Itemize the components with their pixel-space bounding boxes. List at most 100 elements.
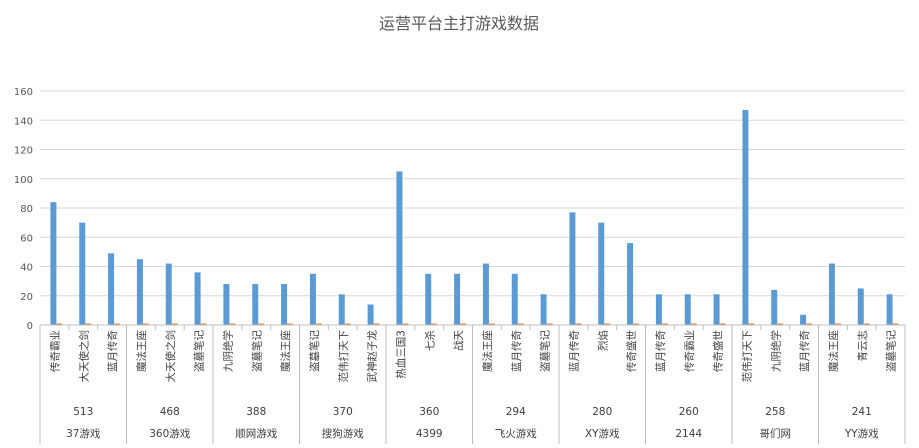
bar-secondary: [719, 323, 726, 325]
bar-secondary: [806, 323, 813, 325]
bar-secondary: [575, 323, 582, 325]
group-total-label: 513: [73, 406, 93, 418]
bar-secondary: [315, 323, 322, 325]
bar-primary: [454, 273, 461, 325]
bar-secondary: [373, 323, 380, 325]
category-label: 传奇盛世: [625, 330, 638, 372]
bar-secondary: [546, 323, 553, 325]
group-total-label: 260: [679, 406, 699, 418]
bar-primary: [771, 289, 778, 325]
bar-primary: [79, 222, 86, 325]
category-label: 蓝月传奇: [567, 330, 580, 372]
category-label: 魔法王座: [279, 330, 292, 372]
bar-secondary: [460, 323, 467, 325]
bar-primary: [684, 294, 691, 325]
bar-secondary: [892, 323, 899, 325]
bar-primary: [50, 202, 57, 325]
group-platform-label: 搜狗游戏: [322, 427, 364, 440]
bar-primary: [309, 273, 316, 325]
y-tick-label: 20: [20, 292, 33, 303]
bar-secondary: [863, 323, 870, 325]
category-label: 盗墓笔记: [539, 330, 552, 372]
bar-primary: [396, 171, 403, 325]
category-label: 青云志: [856, 330, 869, 362]
bar-primary: [108, 253, 115, 325]
category-label: 蓝月传奇: [654, 330, 667, 372]
category-label: 蓝月传奇: [106, 330, 119, 372]
chart-title: 运营平台主打游戏数据: [379, 14, 539, 33]
bar-secondary: [287, 323, 294, 325]
bar-secondary: [777, 323, 784, 325]
bar-primary: [742, 110, 749, 325]
category-label: 热血三国3: [394, 330, 407, 379]
bar-secondary: [517, 323, 524, 325]
bar-secondary: [344, 323, 351, 325]
bar-primary: [857, 288, 864, 325]
y-tick-label: 80: [20, 204, 33, 215]
category-label: 战天: [453, 330, 465, 351]
group-total-label: 360: [419, 406, 439, 418]
group-total-label: 370: [333, 406, 353, 418]
category-label: 大天使之剑: [164, 330, 177, 383]
bar-primary: [569, 212, 576, 325]
group-platform-label: YY游戏: [844, 427, 879, 440]
category-label: 蓝月传奇: [510, 330, 523, 372]
group-total-label: 468: [160, 406, 180, 418]
y-tick-label: 40: [20, 263, 33, 274]
bar-secondary: [402, 323, 409, 325]
category-label: 烈焰: [596, 330, 609, 351]
group-platform-label: 顺网游戏: [235, 427, 277, 440]
y-tick-label: 0: [27, 321, 33, 332]
group-platform-label: 哥们网: [760, 427, 792, 440]
category-label: 传奇霸业: [683, 330, 696, 372]
bar-secondary: [690, 323, 697, 325]
y-tick-label: 100: [14, 175, 33, 186]
bar-primary: [223, 284, 230, 325]
y-tick-label: 120: [14, 146, 33, 157]
group-total-label: 294: [506, 406, 526, 418]
y-tick-label: 140: [14, 116, 33, 127]
bar-primary: [800, 314, 807, 325]
category-label: 传奇盛世: [712, 330, 725, 372]
bar-primary: [540, 294, 547, 325]
category-label: 盗墓笔记: [250, 330, 263, 372]
category-label: 魔法王座: [135, 330, 148, 372]
bar-primary: [425, 273, 432, 325]
category-label: 蓝月传奇: [798, 330, 811, 372]
category-label: 九阴绝学: [221, 330, 234, 372]
bar-secondary: [748, 323, 755, 325]
category-labels: 传奇霸业 大天使之剑 蓝月传奇 513 37游戏 魔法王座 大天使之剑 盗墓笔记 468 360游…: [48, 330, 897, 440]
bar-secondary: [229, 323, 236, 325]
bar-primary: [482, 263, 489, 325]
bar-primary: [165, 263, 172, 325]
bar-secondary: [200, 323, 207, 325]
category-label: 范伟打天下: [740, 330, 753, 383]
bar-secondary: [604, 323, 611, 325]
category-label: 七杀: [423, 330, 436, 351]
axes: 0 20 40 60 80 100 120 140 160: [14, 87, 906, 444]
bar-primary: [194, 272, 201, 325]
group-total-label: 241: [852, 406, 872, 418]
group-platform-label: 37游戏: [66, 427, 101, 440]
bar-secondary: [488, 323, 495, 325]
category-label: 武神赵子龙: [366, 330, 379, 383]
bar-primary: [252, 284, 259, 325]
group-platform-label: 4399: [416, 428, 443, 440]
bar-primary: [655, 294, 662, 325]
group-total-label: 258: [765, 406, 785, 418]
bar-secondary: [633, 323, 640, 325]
group-platform-label: 飞火游戏: [495, 427, 537, 440]
group-total-label: 280: [592, 406, 612, 418]
y-tick-label: 60: [20, 233, 33, 244]
category-label: 魔法王座: [827, 330, 840, 372]
bar-primary: [511, 273, 518, 325]
bar-secondary: [85, 323, 92, 325]
category-label: 范伟打天下: [337, 330, 350, 383]
category-label: 传奇霸业: [48, 330, 61, 372]
bar-secondary: [171, 323, 178, 325]
bar-secondary: [114, 323, 121, 325]
bar-primary: [598, 222, 605, 325]
bar-secondary: [142, 323, 149, 325]
bar-primary: [828, 263, 835, 325]
